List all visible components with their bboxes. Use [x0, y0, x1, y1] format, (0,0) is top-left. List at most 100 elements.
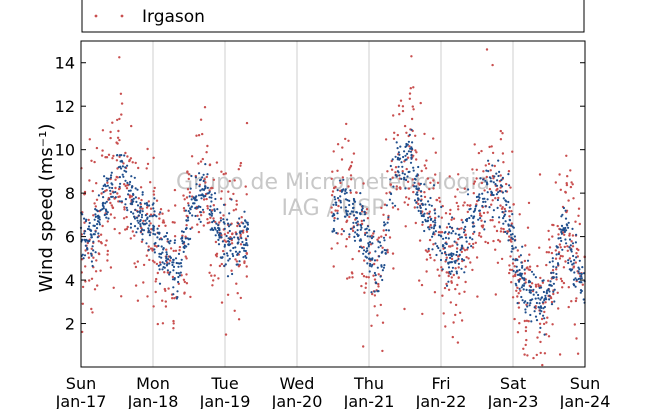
data-point-irgason [410, 117, 414, 121]
data-point-blue [389, 178, 392, 181]
data-point-blue [96, 210, 99, 213]
data-point-blue [365, 256, 368, 259]
data-point-blue [434, 212, 437, 215]
data-point-blue [336, 197, 340, 200]
data-point-blue [574, 285, 577, 288]
data-point-irgason [572, 265, 576, 268]
data-point-blue [199, 178, 202, 181]
data-point-irgason [149, 222, 152, 225]
data-point-irgason [407, 197, 411, 200]
data-point-irgason [405, 196, 408, 199]
data-point-blue [367, 245, 370, 248]
data-point-irgason [429, 223, 432, 227]
data-point-irgason [412, 108, 415, 111]
data-point-blue [516, 302, 519, 305]
data-point-irgason [206, 221, 209, 225]
data-point-irgason [515, 289, 518, 292]
data-point-blue [153, 197, 156, 200]
data-point-irgason [445, 256, 448, 259]
data-point-blue [521, 264, 524, 268]
data-point-blue [511, 233, 514, 236]
data-point-blue [485, 169, 488, 172]
data-point-blue [529, 299, 533, 302]
data-point-blue [98, 216, 101, 219]
data-point-irgason [576, 255, 579, 258]
data-point-irgason [183, 280, 186, 284]
data-point-blue [443, 246, 446, 249]
data-point-irgason [218, 221, 221, 224]
data-point-blue [90, 254, 93, 257]
data-point-irgason [434, 216, 437, 220]
data-point-irgason [114, 178, 117, 181]
data-point-irgason [440, 216, 443, 219]
data-point-blue [578, 259, 581, 262]
data-point-blue [556, 246, 559, 249]
data-point-blue [129, 226, 132, 229]
data-point-blue [529, 285, 532, 289]
data-point-blue [454, 232, 457, 235]
data-point-blue [141, 238, 144, 241]
data-point-blue [153, 214, 156, 217]
data-point-blue [152, 224, 155, 227]
data-point-blue [404, 187, 407, 190]
data-point-blue [198, 172, 201, 175]
data-point-blue [556, 262, 560, 265]
data-point-irgason [340, 158, 344, 161]
data-point-blue [223, 243, 226, 247]
data-point-irgason [493, 164, 496, 168]
data-point-blue [448, 225, 452, 228]
data-point-irgason [93, 202, 96, 205]
data-point-irgason [330, 177, 333, 180]
data-point-irgason [150, 228, 153, 231]
data-point-irgason [90, 247, 93, 250]
data-point-blue [124, 179, 127, 182]
data-point-irgason [496, 187, 499, 191]
data-point-blue [568, 238, 572, 241]
data-point-blue [192, 197, 195, 200]
data-point-blue [359, 192, 362, 195]
data-point-irgason [415, 158, 418, 161]
data-point-blue [497, 159, 500, 162]
data-point-blue [402, 155, 405, 159]
data-point-irgason [136, 299, 140, 302]
data-point-irgason [233, 179, 236, 182]
data-point-irgason [568, 234, 571, 237]
data-point-blue [162, 248, 165, 251]
data-point-blue [244, 219, 247, 222]
data-point-blue [165, 259, 168, 262]
data-point-irgason [386, 251, 389, 254]
data-point-irgason [524, 343, 527, 347]
data-point-blue [356, 234, 360, 238]
data-point-blue [448, 270, 451, 274]
data-point-blue [468, 236, 472, 239]
data-point-blue [533, 310, 536, 313]
data-point-irgason [225, 240, 228, 243]
data-point-irgason [202, 211, 205, 214]
data-point-blue [417, 198, 420, 201]
data-point-blue [391, 202, 394, 205]
data-point-irgason [332, 265, 335, 268]
data-point-irgason [468, 204, 472, 207]
data-point-blue [423, 183, 426, 186]
data-point-irgason [186, 170, 189, 173]
data-point-irgason [516, 286, 519, 289]
data-point-blue [243, 225, 246, 229]
data-point-blue [521, 266, 524, 269]
data-point-blue [208, 208, 211, 212]
data-point-blue [547, 288, 550, 291]
data-point-blue [332, 227, 335, 231]
data-point-blue [424, 220, 428, 223]
data-point-blue [408, 133, 411, 136]
data-point-blue [458, 253, 461, 256]
data-point-irgason [185, 257, 188, 260]
data-point-irgason [123, 206, 126, 209]
data-point-blue [235, 263, 238, 266]
data-point-irgason [525, 319, 529, 322]
data-point-irgason [140, 198, 143, 202]
data-point-blue [550, 271, 553, 274]
data-point-blue [419, 199, 423, 202]
data-point-blue [481, 204, 484, 208]
data-point-blue [450, 226, 454, 229]
data-point-blue [405, 144, 408, 148]
data-point-irgason [558, 353, 562, 356]
